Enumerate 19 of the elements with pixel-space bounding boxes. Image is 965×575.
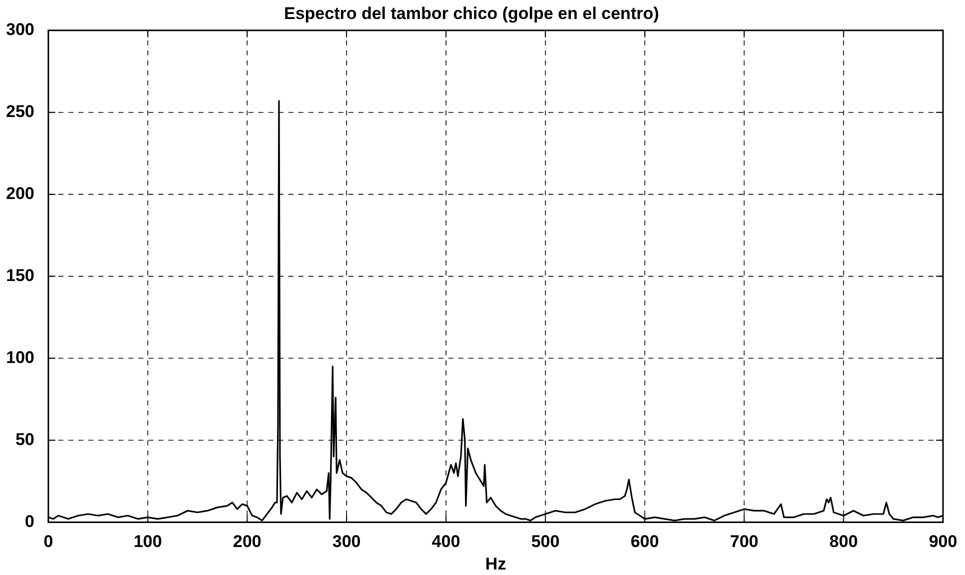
x-tick-label: 100 (134, 532, 162, 552)
x-axis-title: Hz (485, 554, 506, 574)
y-tick-label: 150 (6, 266, 34, 285)
x-tick-label: 600 (630, 532, 659, 552)
x-tick-label: 900 (928, 532, 958, 552)
y-tick-label: 300 (6, 20, 34, 40)
y-tick-label: 0 (24, 512, 34, 531)
x-tick-label: 300 (332, 532, 361, 552)
x-tick-label: 800 (829, 532, 858, 552)
x-tick-label: 0 (44, 532, 54, 552)
x-tick-label: 200 (232, 532, 262, 552)
y-tick-label: 100 (6, 348, 34, 367)
y-tick-label: 250 (6, 102, 34, 122)
x-tick-label: 700 (730, 532, 758, 552)
chart-title: Espectro del tambor chico (golpe en el centro) (284, 4, 660, 23)
x-tick-label: 400 (432, 532, 460, 552)
y-tick-label: 200 (6, 184, 34, 204)
x-tick-label: 500 (531, 532, 560, 552)
y-tick-label: 50 (15, 430, 34, 449)
